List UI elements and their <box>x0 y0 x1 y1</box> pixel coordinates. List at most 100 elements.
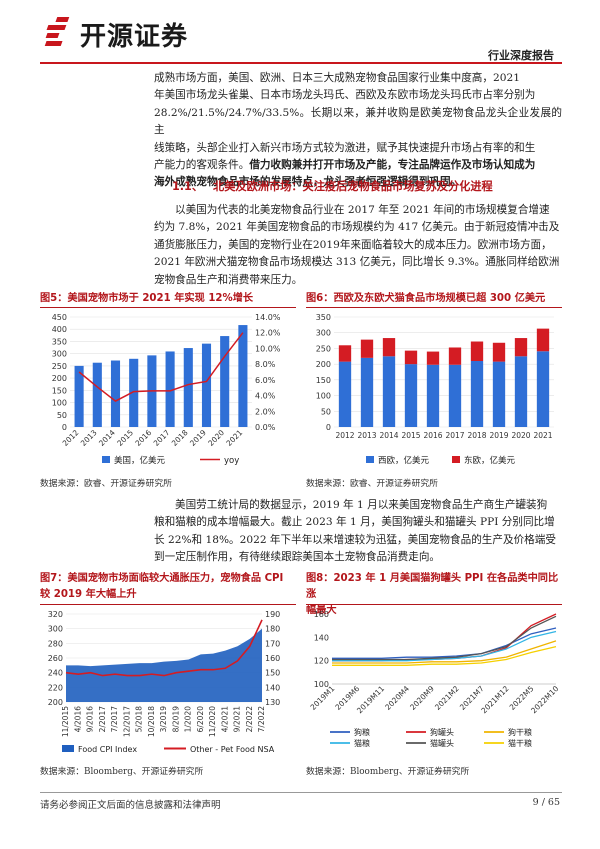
y-tick-label: 50 <box>321 407 331 416</box>
fig7-rule <box>40 604 296 605</box>
bar-east-europe <box>448 347 462 365</box>
y-tick-label: 350 <box>316 313 331 322</box>
section-number: 1.1、 <box>172 180 204 193</box>
y2-tick-label: 170 <box>265 639 280 648</box>
y-tick-label: 250 <box>52 362 67 371</box>
text-bold: 海外成熟宠物食品市场的发展特点，龙头强者恒强逻辑得到巩固。 <box>154 176 462 189</box>
text-line: 以美国为代表的北美宠物食品行业在 2017 年至 2021 年间的市场规模复合增… <box>175 204 550 216</box>
x-tick-label: 2016 <box>133 428 153 448</box>
x-tick-label: 2021 <box>533 431 552 440</box>
y-tick-label: 450 <box>52 313 67 322</box>
bar <box>238 325 248 427</box>
x-tick-label: 2016 <box>423 431 442 440</box>
x-tick-label: 2022M10 <box>529 684 560 715</box>
fig7-title-line1: 图7：美国宠物市场面临较大通胀压力，宠物食品 CPI <box>40 573 284 584</box>
text-bold: 借力收购兼并打开市场及产能，专注品牌运作及市场认知成为 <box>249 159 536 172</box>
legend-label: yoy <box>224 456 239 466</box>
x-tick-label: 2013 <box>357 431 376 440</box>
y2-tick-label: 10.0% <box>255 344 281 353</box>
x-tick-label: 2017 <box>445 431 464 440</box>
legend-swatch <box>366 456 374 463</box>
bar-west-europe <box>536 351 550 427</box>
fig6-rule <box>306 307 562 308</box>
series-area <box>66 628 262 702</box>
section-title: 1.1、 北美及欧洲市场：关注疫后宠物食品市场复苏及分化进程 <box>172 178 493 194</box>
logo <box>44 15 76 51</box>
y-tick-label: 300 <box>52 350 67 359</box>
y-tick-label: 100 <box>52 399 67 408</box>
legend-label: Food CPI Index <box>78 745 137 754</box>
legend-label: 猫粮 <box>354 738 370 748</box>
x-tick-label: 7/2017 <box>110 706 119 733</box>
text-line: 长 22%和 18%。2022 年下半年以来增速较为迅猛，美国宠物食品的生产及价… <box>154 533 556 546</box>
series-line <box>332 630 557 662</box>
legend-label: 猫干粮 <box>508 738 532 748</box>
bar-west-europe <box>448 364 462 427</box>
y-tick-label: 300 <box>48 625 63 634</box>
x-tick-label: 4/2021 <box>220 706 229 733</box>
x-tick-label: 7/2022 <box>257 706 266 733</box>
x-tick-label: 8/2019 <box>171 706 180 733</box>
bar-east-europe <box>360 339 374 358</box>
text-line: 通货膨胀压力，美国的宠物行业在2019年来面临着较大的成本压力。欧洲市场方面， <box>154 238 552 251</box>
fig8-title-line2: 幅最大 <box>306 605 337 616</box>
x-tick-label: 11/2015 <box>61 706 70 737</box>
series-line <box>332 640 557 664</box>
x-tick-label: 2/2017 <box>98 706 107 733</box>
text-line: 成熟市场方面，美国、欧洲、日本三大成熟宠物食品国家行业集中度高，2021 <box>154 72 520 84</box>
y-tick-label: 200 <box>316 360 331 369</box>
text-line: 年美国市场龙头雀巢、日本市场龙头玛氏、西欧及东欧市场龙头玛氏市占率分别为 <box>154 89 536 102</box>
bar-east-europe <box>404 350 418 365</box>
series-line <box>332 615 557 661</box>
fig5-chart: 0 50 100 150 200 250 300 350 400 450 0.0% 2.0% 4.0% 6… <box>40 309 296 473</box>
y-tick-label: 260 <box>48 654 63 663</box>
y-tick-label: 150 <box>316 376 331 385</box>
bar-west-europe <box>360 357 374 427</box>
intro-paragraph: 成熟市场方面，美国、欧洲、日本三大成熟宠物食品国家行业集中度高，2021 年美国… <box>154 70 562 192</box>
bar-west-europe <box>470 361 484 427</box>
text-line: 美国劳工统计局的数据显示，2019 年 1 月以来美国宠物食品生产商生产罐装狗 <box>175 499 548 511</box>
bar <box>183 348 193 427</box>
x-tick-label: 2021M2 <box>433 684 461 712</box>
bar <box>129 358 139 427</box>
legend-label: 东欧，亿美元 <box>464 455 516 466</box>
fig8-source: 数据来源：Bloomberg、开源证券研究所 <box>306 767 470 777</box>
y-tick-label: 100 <box>314 680 329 689</box>
paragraph-3: 美国劳工统计局的数据显示，2019 年 1 月以来美国宠物食品生产商生产罐装狗 … <box>154 497 562 567</box>
y-tick-label: 350 <box>52 337 67 346</box>
y2-tick-label: 12.0% <box>255 329 281 338</box>
x-tick-label: 2021M12 <box>479 684 510 715</box>
fig7-title-line2: 较 2019 年大幅上升 <box>40 589 137 600</box>
y-tick-label: 240 <box>48 669 63 678</box>
y-tick-label: 400 <box>52 325 67 334</box>
fig5-rule <box>40 307 296 308</box>
fig5-title: 图5：美国宠物市场于 2021 年实现 12%增长 <box>40 293 254 304</box>
bar <box>220 336 230 427</box>
bar <box>110 360 121 427</box>
section-title-text: 北美及欧洲市场：关注疫后宠物食品市场复苏及分化进程 <box>213 180 493 193</box>
y2-tick-label: 8.0% <box>255 360 276 369</box>
legend-swatch <box>62 745 74 752</box>
bar-west-europe <box>514 356 528 427</box>
series-line <box>78 332 244 402</box>
x-tick-label: 9/2016 <box>86 706 95 733</box>
y-tick-label: 300 <box>316 329 331 338</box>
fig5-svg: 0 50 100 150 200 250 300 350 400 450 0.0% 2.0% 4.0% 6… <box>52 313 281 466</box>
x-tick-label: 10/2018 <box>147 706 156 737</box>
y2-tick-label: 190 <box>265 610 280 619</box>
header-rule <box>40 62 562 64</box>
series-line <box>332 646 557 666</box>
y-tick-label: 120 <box>314 657 329 666</box>
report-type: 行业深度报告 <box>488 49 554 62</box>
fig8-title: 图8：2023 年 1 月美国猫狗罐头 PPI 在各品类中同比涨 幅最大 <box>306 571 562 619</box>
x-tick-label: 5/2018 <box>135 706 144 733</box>
x-tick-label: 2/2022 <box>245 706 254 733</box>
y2-tick-label: 2.0% <box>255 407 276 416</box>
legend-label: 西欧，亿美元 <box>378 455 430 466</box>
x-tick-label: 11/2020 <box>208 706 217 737</box>
bar <box>201 343 212 427</box>
text-line: 2021 年欧洲犬猫宠物食品市场规模达 313 亿美元，同比增长 9.3%。通胀… <box>154 256 560 269</box>
x-tick-label: 2020 <box>511 431 530 440</box>
legend-label: 美国，亿美元 <box>114 455 166 466</box>
